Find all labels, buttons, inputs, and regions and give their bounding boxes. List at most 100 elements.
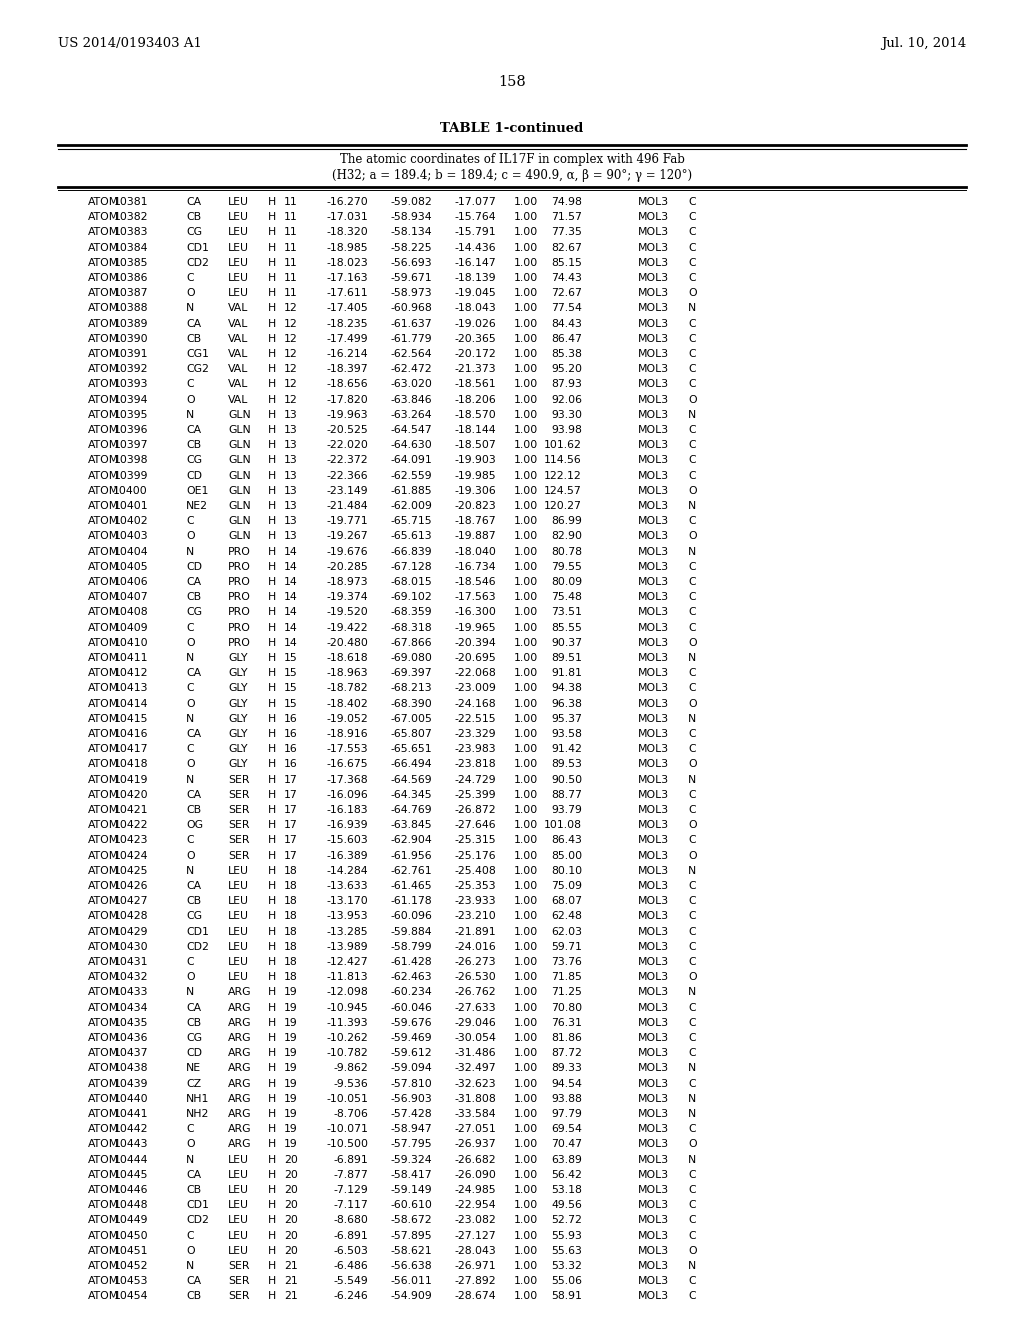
Text: H: H — [268, 684, 276, 693]
Text: 1.00: 1.00 — [514, 593, 538, 602]
Text: -23.210: -23.210 — [455, 911, 496, 921]
Text: US 2014/0193403 A1: US 2014/0193403 A1 — [58, 37, 202, 50]
Text: 89.33: 89.33 — [551, 1064, 582, 1073]
Text: O: O — [688, 532, 696, 541]
Text: GLN: GLN — [228, 425, 251, 436]
Text: C: C — [688, 1200, 695, 1210]
Text: MOL3: MOL3 — [638, 973, 669, 982]
Text: 71.85: 71.85 — [551, 973, 582, 982]
Text: -59.082: -59.082 — [390, 197, 432, 207]
Text: -63.020: -63.020 — [390, 379, 432, 389]
Text: 1.00: 1.00 — [514, 805, 538, 814]
Text: 1.00: 1.00 — [514, 1048, 538, 1059]
Text: -33.584: -33.584 — [455, 1109, 496, 1119]
Text: SER: SER — [228, 836, 250, 845]
Text: -22.366: -22.366 — [327, 471, 368, 480]
Text: ATOM: ATOM — [88, 502, 119, 511]
Text: LEU: LEU — [228, 273, 249, 282]
Text: 10402: 10402 — [114, 516, 148, 527]
Text: -20.480: -20.480 — [326, 638, 368, 648]
Text: TABLE 1-continued: TABLE 1-continued — [440, 121, 584, 135]
Text: 88.77: 88.77 — [551, 789, 582, 800]
Text: -25.408: -25.408 — [455, 866, 496, 875]
Text: 1.00: 1.00 — [514, 714, 538, 723]
Text: H: H — [268, 318, 276, 329]
Text: -18.782: -18.782 — [327, 684, 368, 693]
Text: LEU: LEU — [228, 1185, 249, 1195]
Text: 76.31: 76.31 — [551, 1018, 582, 1028]
Text: -58.973: -58.973 — [390, 288, 432, 298]
Text: C: C — [688, 516, 695, 527]
Text: 16: 16 — [285, 744, 298, 754]
Text: 91.81: 91.81 — [551, 668, 582, 678]
Text: 95.37: 95.37 — [551, 714, 582, 723]
Text: 18: 18 — [285, 941, 298, 952]
Text: C: C — [688, 471, 695, 480]
Text: 11: 11 — [285, 257, 298, 268]
Text: -13.989: -13.989 — [327, 941, 368, 952]
Text: C: C — [688, 243, 695, 252]
Text: 85.15: 85.15 — [551, 257, 582, 268]
Text: 1.00: 1.00 — [514, 1216, 538, 1225]
Text: ATOM: ATOM — [88, 425, 119, 436]
Text: GLN: GLN — [228, 532, 251, 541]
Text: 1.00: 1.00 — [514, 395, 538, 405]
Text: MOL3: MOL3 — [638, 379, 669, 389]
Text: -20.172: -20.172 — [455, 348, 496, 359]
Text: CA: CA — [186, 668, 201, 678]
Text: H: H — [268, 1155, 276, 1164]
Text: N: N — [186, 866, 195, 875]
Text: CG: CG — [186, 911, 202, 921]
Text: LEU: LEU — [228, 1246, 249, 1255]
Text: C: C — [688, 880, 695, 891]
Text: 10418: 10418 — [114, 759, 148, 770]
Text: CB: CB — [186, 213, 201, 222]
Text: NH1: NH1 — [186, 1094, 209, 1104]
Text: ATOM: ATOM — [88, 348, 119, 359]
Text: CG2: CG2 — [186, 364, 209, 374]
Text: 19: 19 — [285, 1064, 298, 1073]
Text: MOL3: MOL3 — [638, 684, 669, 693]
Text: 17: 17 — [285, 789, 298, 800]
Text: -20.823: -20.823 — [455, 502, 496, 511]
Text: LEU: LEU — [228, 257, 249, 268]
Text: 1.00: 1.00 — [514, 455, 538, 466]
Text: 17: 17 — [285, 775, 298, 784]
Text: ATOM: ATOM — [88, 1018, 119, 1028]
Text: MOL3: MOL3 — [638, 304, 669, 313]
Text: -19.052: -19.052 — [327, 714, 368, 723]
Text: 12: 12 — [285, 304, 298, 313]
Text: MOL3: MOL3 — [638, 775, 669, 784]
Text: -6.891: -6.891 — [333, 1230, 368, 1241]
Text: C: C — [688, 257, 695, 268]
Text: -23.329: -23.329 — [455, 729, 496, 739]
Text: -61.637: -61.637 — [390, 318, 432, 329]
Text: 10432: 10432 — [114, 973, 148, 982]
Text: 10408: 10408 — [114, 607, 148, 618]
Text: 93.98: 93.98 — [551, 425, 582, 436]
Text: CA: CA — [186, 425, 201, 436]
Text: -26.273: -26.273 — [455, 957, 496, 968]
Text: ATOM: ATOM — [88, 668, 119, 678]
Text: 10449: 10449 — [114, 1216, 148, 1225]
Text: 1.00: 1.00 — [514, 1291, 538, 1302]
Text: MOL3: MOL3 — [638, 486, 669, 496]
Text: MOL3: MOL3 — [638, 789, 669, 800]
Text: 21: 21 — [285, 1261, 298, 1271]
Text: VAL: VAL — [228, 334, 249, 343]
Text: -9.536: -9.536 — [333, 1078, 368, 1089]
Text: ATOM: ATOM — [88, 698, 119, 709]
Text: -16.675: -16.675 — [327, 759, 368, 770]
Text: CA: CA — [186, 789, 201, 800]
Text: 62.03: 62.03 — [551, 927, 582, 937]
Text: -61.465: -61.465 — [390, 880, 432, 891]
Text: GLY: GLY — [228, 684, 248, 693]
Text: 18: 18 — [285, 911, 298, 921]
Text: CB: CB — [186, 593, 201, 602]
Text: LEU: LEU — [228, 941, 249, 952]
Text: 1.00: 1.00 — [514, 820, 538, 830]
Text: O: O — [186, 759, 195, 770]
Text: MOL3: MOL3 — [638, 1139, 669, 1150]
Text: 18: 18 — [285, 973, 298, 982]
Text: 158: 158 — [498, 75, 526, 88]
